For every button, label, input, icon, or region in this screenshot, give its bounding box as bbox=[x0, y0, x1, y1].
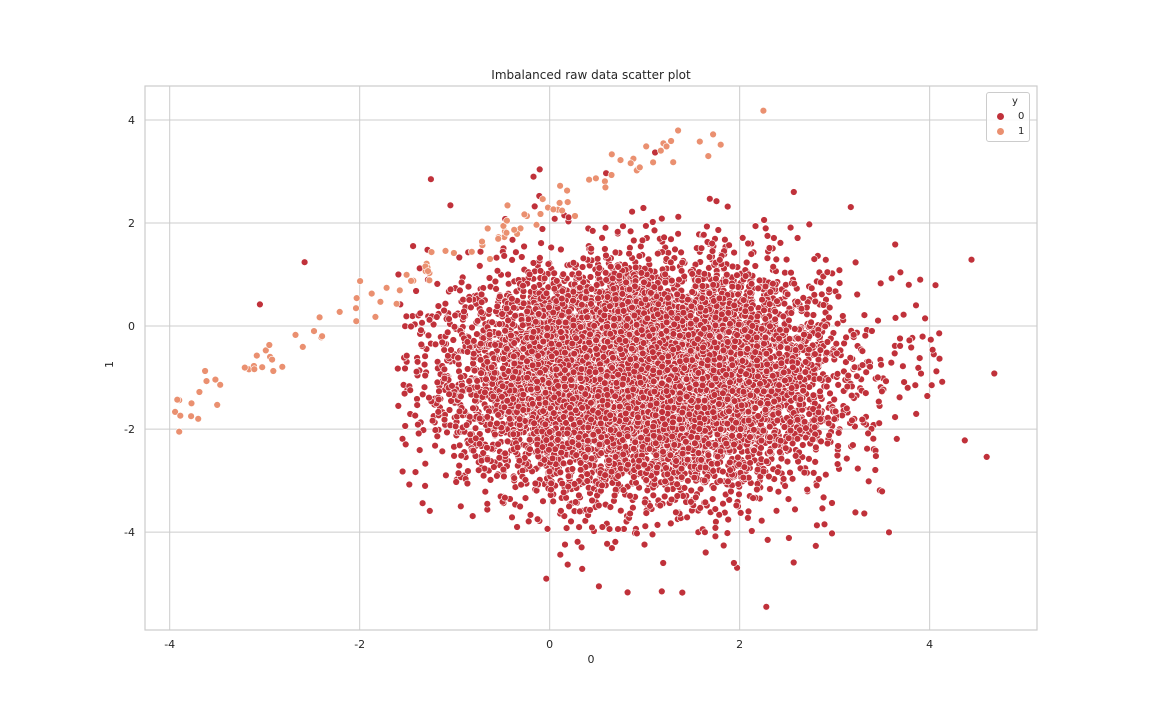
legend-entry-1: 1 bbox=[996, 124, 1024, 138]
y-tick-label: 2 bbox=[128, 217, 135, 230]
legend-label-1: 1 bbox=[1018, 126, 1024, 137]
legend: y 0 1 bbox=[986, 92, 1030, 142]
x-tick-label: -2 bbox=[354, 638, 365, 651]
y-axis-label: 1 bbox=[103, 361, 116, 368]
x-axis-label: 0 bbox=[145, 653, 1037, 666]
x-tick-label: -4 bbox=[164, 638, 175, 651]
x-tick-label: 4 bbox=[926, 638, 933, 651]
legend-title: y bbox=[987, 96, 1029, 107]
y-tick-label: -4 bbox=[124, 526, 135, 539]
legend-label-0: 0 bbox=[1018, 111, 1024, 122]
legend-marker-1-icon bbox=[996, 127, 1005, 136]
series-0-points bbox=[257, 149, 998, 610]
legend-marker-0-icon bbox=[996, 112, 1005, 121]
x-tick-label: 0 bbox=[546, 638, 553, 651]
y-tick-label: 4 bbox=[128, 114, 135, 127]
y-tick-label: 0 bbox=[128, 320, 135, 333]
legend-entry-0: 0 bbox=[996, 109, 1024, 123]
chart-title: Imbalanced raw data scatter plot bbox=[145, 68, 1037, 82]
x-tick-label: 2 bbox=[736, 638, 743, 651]
y-tick-label: -2 bbox=[124, 423, 135, 436]
